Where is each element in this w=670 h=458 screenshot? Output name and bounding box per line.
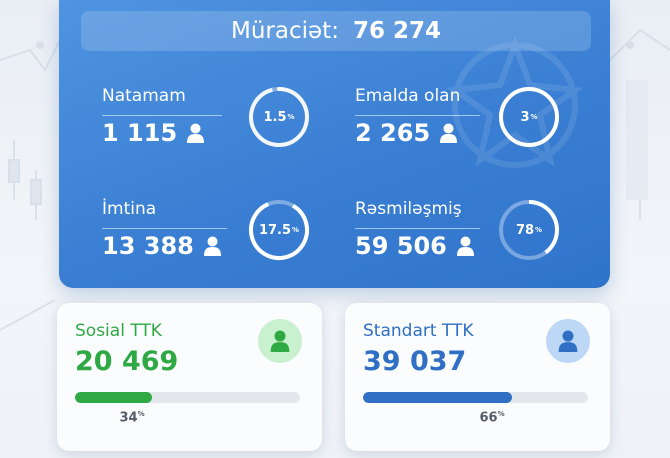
stat-label: Natamam: [102, 86, 186, 106]
ring-percent: 3: [520, 109, 530, 125]
ring-graphic: [499, 87, 559, 147]
progress-fill: [75, 392, 152, 403]
user-icon: [456, 236, 474, 256]
progress-percent: 34: [119, 410, 138, 426]
stat-value: 59 506: [355, 232, 447, 260]
divider: [355, 228, 480, 229]
standart-ttk-card: Standart TTK 39 037 66%: [345, 303, 610, 451]
avatar: [546, 319, 590, 363]
summary-card: Müraciət: 76 274 Natamam 1 115 1.5% Emal…: [59, 0, 610, 288]
total-value: 76 274: [352, 18, 441, 44]
stat-label: Emalda olan: [355, 86, 461, 106]
divider: [102, 228, 227, 229]
progress-bar: [363, 392, 588, 403]
total-applications-bar: Müraciət: 76 274: [81, 11, 591, 51]
progress-label: 34%: [120, 410, 145, 425]
progress-ring-resmilesmis: 78%: [497, 198, 561, 262]
user-icon: [440, 123, 458, 143]
stat-label: Rəsmiləşmiş: [355, 199, 462, 219]
avatar: [258, 319, 302, 363]
progress-label: 66%: [480, 410, 505, 425]
progress-ring-emalda: 3%: [497, 85, 561, 149]
ring-graphic: [249, 200, 309, 261]
ring-graphic: [249, 87, 309, 147]
progress-bar: [75, 392, 300, 403]
divider: [102, 115, 222, 116]
total-label: Müraciət:: [231, 18, 339, 44]
progress-ring-imtina: 17.5%: [247, 198, 311, 262]
user-icon: [187, 123, 205, 143]
progress-fill: [363, 392, 512, 403]
percent-sign: %: [137, 410, 145, 418]
stat-label: İmtina: [102, 199, 157, 219]
percent-sign: %: [497, 410, 505, 418]
emblem-watermark: [446, 36, 584, 168]
progress-percent: 66: [479, 410, 498, 426]
card-value: 39 037: [363, 346, 467, 377]
user-icon: [270, 330, 290, 352]
percent-sign: %: [287, 113, 295, 121]
stat-value: 1 115: [102, 119, 178, 147]
percent-sign: %: [535, 226, 543, 234]
percent-sign: %: [530, 113, 538, 121]
card-title: Sosial TTK: [75, 321, 162, 341]
stat-value: 13 388: [102, 232, 194, 260]
stat-value: 2 265: [355, 119, 431, 147]
ring-graphic: [499, 200, 559, 260]
user-icon: [203, 236, 221, 256]
user-icon: [558, 330, 578, 352]
progress-ring-natamam: 1.5%: [247, 85, 311, 149]
divider: [355, 115, 480, 116]
ring-percent: 1.5: [263, 109, 287, 125]
card-value: 20 469: [75, 346, 179, 377]
ring-percent: 17.5: [258, 222, 292, 238]
ring-percent: 78: [515, 222, 535, 238]
sosial-ttk-card: Sosial TTK 20 469 34%: [57, 303, 322, 451]
percent-sign: %: [292, 226, 300, 234]
card-title: Standart TTK: [363, 321, 474, 341]
